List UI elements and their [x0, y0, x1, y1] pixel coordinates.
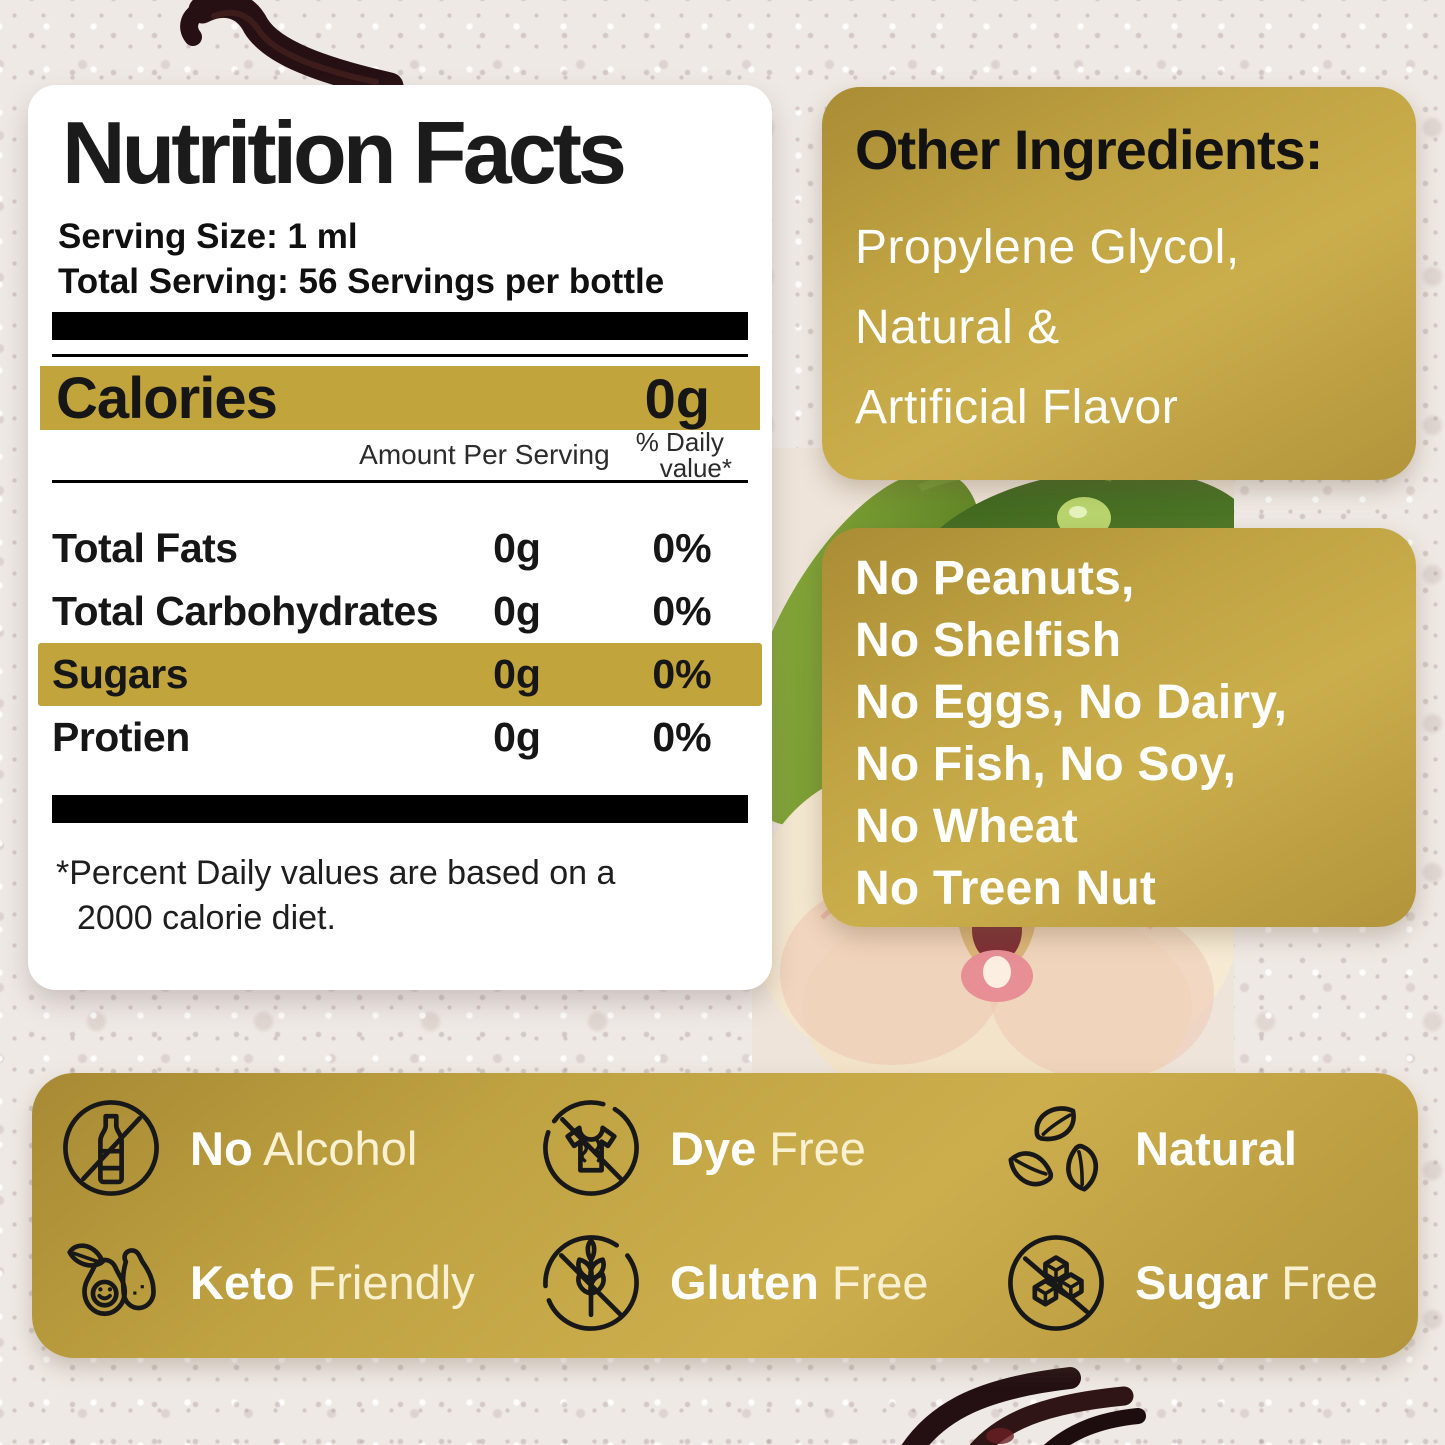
nutrient-row-sugars-highlighted: Sugars 0g 0%	[38, 643, 762, 707]
feature-light-label: Free	[769, 1121, 866, 1175]
calories-value: 0g	[644, 366, 710, 430]
no-alcohol-icon	[63, 1100, 159, 1197]
feature-keto-friendly: Keto Friendly	[58, 1230, 538, 1336]
sugar-free-icon	[1008, 1234, 1104, 1331]
features-bar: No Alcohol Dye Free	[32, 1073, 1418, 1358]
feature-no-alcohol: No Alcohol	[58, 1095, 538, 1201]
feature-bold-label: Sugar	[1135, 1256, 1269, 1310]
thin-rule-2	[52, 480, 748, 484]
nutrient-row-protien: Protien 0g 0%	[52, 714, 712, 761]
allergen-line: No Eggs, No Dairy,	[855, 676, 1288, 729]
natural-icon	[1008, 1106, 1099, 1192]
feature-natural: Natural	[1003, 1095, 1408, 1201]
nutrient-row-total-fats: Total Fats 0g 0%	[52, 525, 712, 572]
calories-row: Calories 0g	[40, 365, 760, 431]
divider-bar-bottom	[52, 795, 748, 824]
total-serving-text: Total Serving: 56 Servings per bottle	[58, 262, 665, 302]
thin-rule-1	[52, 354, 748, 358]
feature-dye-free: Dye Free	[538, 1095, 1003, 1201]
allergens-panel: No Peanuts, No Shelfish No Eggs, No Dair…	[822, 528, 1416, 927]
keto-friendly-icon	[67, 1243, 156, 1316]
feature-light-label: Friendly	[307, 1256, 475, 1310]
allergen-line: No Shelfish	[855, 614, 1122, 667]
vanilla-pods-bottom-image	[901, 1367, 1146, 1445]
feature-bold-label: No	[190, 1121, 253, 1175]
other-ingredients-title: Other Ingredients:	[855, 118, 1323, 181]
divider-bar-top	[52, 312, 748, 341]
allergen-line: No Wheat	[855, 800, 1078, 853]
feature-light-label: Free	[1281, 1256, 1378, 1310]
feature-bold-label: Natural	[1135, 1121, 1297, 1175]
nutrition-facts-card: Nutrition Facts Serving Size: 1 ml Total…	[28, 85, 772, 990]
allergen-line: No Fish, No Soy,	[855, 738, 1236, 791]
ingredient-line: Artificial Flavor	[855, 381, 1179, 434]
feature-bold-label: Keto	[190, 1256, 295, 1310]
dye-free-icon	[543, 1100, 639, 1197]
serving-size-text: Serving Size: 1 ml	[58, 217, 358, 257]
allergen-lines: No Peanuts, No Shelfish No Eggs, No Dair…	[855, 548, 1396, 920]
feature-bold-label: Dye	[670, 1121, 757, 1175]
amount-per-serving-header: Amount Per Serving	[359, 439, 610, 471]
vanilla-pod-top-image	[180, 0, 404, 98]
daily-value-footnote: *Percent Daily values are based on a 200…	[56, 854, 616, 938]
nutrition-facts-title: Nutrition Facts	[62, 103, 627, 202]
feature-light-label: Free	[831, 1256, 929, 1310]
column-headers: Amount Per Serving % Daily value*	[52, 427, 748, 484]
calories-label: Calories	[56, 365, 278, 431]
nutrient-rows: Total Fats 0g 0% Total Carbohydrates 0g …	[38, 517, 762, 769]
other-ingredients-lines: Propylene Glycol, Natural & Artificial F…	[855, 208, 1396, 448]
ingredient-line: Propylene Glycol,	[855, 221, 1240, 274]
allergen-line: No Peanuts,	[855, 552, 1135, 605]
feature-light-label: Alcohol	[263, 1121, 418, 1175]
nutrient-row-total-carbohydrates: Total Carbohydrates 0g 0%	[52, 588, 712, 635]
other-ingredients-panel: Other Ingredients: Propylene Glycol, Nat…	[822, 87, 1416, 480]
daily-value-header: % Daily value*	[635, 427, 732, 484]
ingredient-line: Natural &	[855, 301, 1060, 354]
feature-bold-label: Gluten	[670, 1256, 819, 1310]
feature-sugar-free: Sugar Free	[1003, 1230, 1408, 1336]
allergen-line: No Treen Nut	[855, 862, 1157, 915]
gluten-free-icon	[543, 1234, 639, 1331]
feature-gluten-free: Gluten Free	[538, 1230, 1003, 1336]
